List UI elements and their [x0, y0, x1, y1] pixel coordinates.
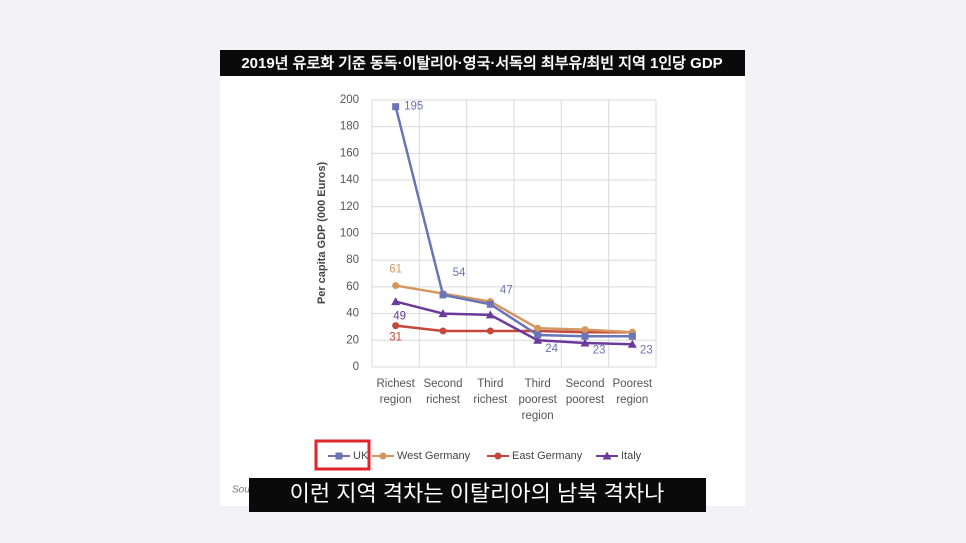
highlight-box [314, 439, 371, 471]
data-label: 23 [593, 344, 606, 356]
legend-label: Italy [621, 450, 642, 462]
series-line [395, 284, 633, 334]
marker [439, 291, 447, 299]
marker [438, 309, 448, 318]
y-tick-label: 60 [346, 281, 359, 293]
marker [379, 452, 387, 460]
y-tick-label: 160 [340, 147, 359, 159]
title-bar [220, 50, 745, 76]
marker [627, 339, 637, 348]
x-tick-label: richest [473, 394, 508, 406]
marker [485, 310, 495, 319]
y-tick-label: 100 [340, 228, 359, 240]
series-line [394, 106, 633, 338]
marker [534, 324, 542, 332]
chart-panel [220, 76, 745, 506]
marker [580, 338, 590, 347]
marker [534, 331, 542, 339]
data-label: 31 [389, 332, 402, 344]
marker [392, 322, 400, 330]
marker [486, 300, 494, 308]
y-tick-label: 20 [346, 334, 359, 346]
x-tick-label: region [522, 410, 554, 422]
source-text: Sou [232, 485, 250, 496]
marker [628, 332, 636, 340]
marker [581, 326, 589, 334]
caption: 이런 지역 격차는 이탈리아의 남북 격차나 [290, 481, 665, 506]
x-tick-label: region [616, 394, 648, 406]
caption-box [249, 478, 706, 512]
data-label: 47 [500, 284, 513, 296]
data-label: 61 [389, 264, 402, 276]
data-label: 54 [453, 267, 466, 279]
series-line [395, 300, 633, 346]
x-tick-label: richest [426, 394, 461, 406]
marker [486, 327, 494, 335]
x-tick-label: Third [525, 378, 551, 390]
marker [391, 297, 401, 306]
x-tick-label: Third [477, 378, 503, 390]
data-label: 23 [640, 344, 653, 356]
x-tick-label: poorest [566, 394, 605, 406]
legend-label: West Germany [397, 450, 471, 462]
marker [439, 327, 447, 335]
y-tick-label: 0 [353, 361, 359, 373]
marker [602, 451, 612, 460]
x-tick-label: Second [423, 378, 462, 390]
marker [335, 452, 343, 460]
plot: 0 20 40 60 80 100 120 140 160 180 200 Richest region… [328, 94, 657, 462]
marker [494, 452, 502, 460]
legend-label: East Germany [512, 450, 583, 462]
marker [392, 103, 400, 111]
marker [392, 282, 400, 290]
y-tick-label: 120 [340, 201, 359, 213]
series-line [395, 324, 633, 334]
x-tick-label: region [380, 394, 412, 406]
y-axis-label: Per capita GDP (000 Euros) [316, 162, 328, 305]
y-tick-label: 80 [346, 254, 359, 266]
marker [533, 335, 543, 344]
y-tick-label: 40 [346, 308, 359, 320]
title: 2019년 유로화 기준 동독·이탈리아·영국·서독의 최부유/최빈 지역 1인… [241, 54, 722, 72]
y-tick-label: 200 [340, 94, 359, 106]
data-label: 195 [404, 101, 423, 113]
data-label: 24 [545, 343, 558, 355]
x-tick-label: Poorest [613, 378, 653, 390]
y-tick-label: 180 [340, 121, 359, 133]
x-tick-label: poorest [518, 394, 557, 406]
marker [581, 332, 589, 340]
data-label: 49 [393, 311, 406, 323]
x-tick-label: Richest [376, 378, 415, 390]
y-tick-label: 140 [340, 174, 359, 186]
legend-label: UK [353, 450, 369, 462]
x-tick-label: Second [565, 378, 604, 390]
